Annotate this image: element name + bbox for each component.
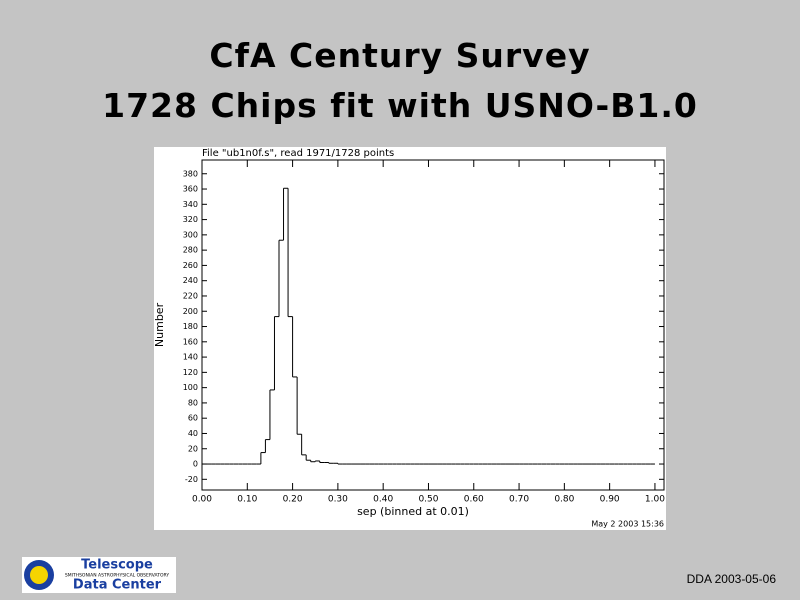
chart-title: File "ub1n0f.s", read 1971/1728 points <box>202 148 394 159</box>
y-tick-label: 220 <box>183 291 198 300</box>
y-tick-label: 0 <box>193 460 198 469</box>
y-tick-label: 120 <box>183 368 198 377</box>
footnote: May 2 2003 15:36 <box>591 520 664 529</box>
logo-graphic: Telescope SMITHSONIAN ASTROPHYSICAL OBSE… <box>24 558 169 593</box>
y-axis-label: Number <box>154 302 166 347</box>
x-tick-label: 0.20 <box>283 495 303 505</box>
y-tick-label: 160 <box>183 337 198 346</box>
y-tick-label: 380 <box>183 169 198 178</box>
y-tick-label: 20 <box>188 444 198 453</box>
y-tick-label: 180 <box>183 322 198 331</box>
x-tick-label: 0.50 <box>418 495 438 505</box>
y-tick-label: 200 <box>183 307 198 316</box>
logo-text: Telescope <box>81 558 153 573</box>
y-tick-label: 360 <box>183 185 198 194</box>
y-tick-label: 240 <box>183 276 198 285</box>
plot-frame <box>201 159 665 491</box>
y-tick-label: 60 <box>188 414 198 423</box>
logo-text: SMITHSONIAN ASTROPHYSICAL OBSERVATORY <box>65 573 169 579</box>
footer: DDA 2003-05-06 <box>686 572 776 586</box>
y-tick-label: 100 <box>183 383 198 392</box>
y-tick-label: 300 <box>183 230 198 239</box>
y-tick-label: 260 <box>183 261 198 270</box>
x-axis-label: sep (binned at 0.01) <box>357 505 469 518</box>
y-tick-label: 340 <box>183 200 198 209</box>
x-tick-label: 0.70 <box>509 495 529 505</box>
y-tick-label: -20 <box>185 475 198 484</box>
logo-sun <box>30 566 48 584</box>
x-tick-label: 0.90 <box>600 495 620 505</box>
x-tick-label: 0.10 <box>237 495 257 505</box>
y-tick-label: 280 <box>183 246 198 255</box>
x-tick-label: 1.00 <box>645 495 665 505</box>
y-tick-label: 320 <box>183 215 198 224</box>
logo-text: Data Center <box>73 578 162 593</box>
plot-background <box>154 147 666 530</box>
x-tick-label: 0.40 <box>373 495 393 505</box>
slide-title: 1728 Chips fit with USNO-B1.0 <box>102 86 698 125</box>
x-tick-label: 0.80 <box>554 495 574 505</box>
slide-title: CfA Century Survey <box>209 36 591 75</box>
x-tick-label: 0.60 <box>464 495 484 505</box>
logo[interactable]: Telescope SMITHSONIAN ASTROPHYSICAL OBSE… <box>22 557 176 593</box>
x-tick-label: 0.30 <box>328 495 348 505</box>
y-tick-label: 140 <box>183 353 198 362</box>
y-tick-label: 80 <box>188 398 198 407</box>
y-tick-label: 40 <box>188 429 198 438</box>
x-tick-label: 0.00 <box>192 495 212 505</box>
chart: File "ub1n0f.s", read 1971/1728 points se… <box>154 147 666 530</box>
